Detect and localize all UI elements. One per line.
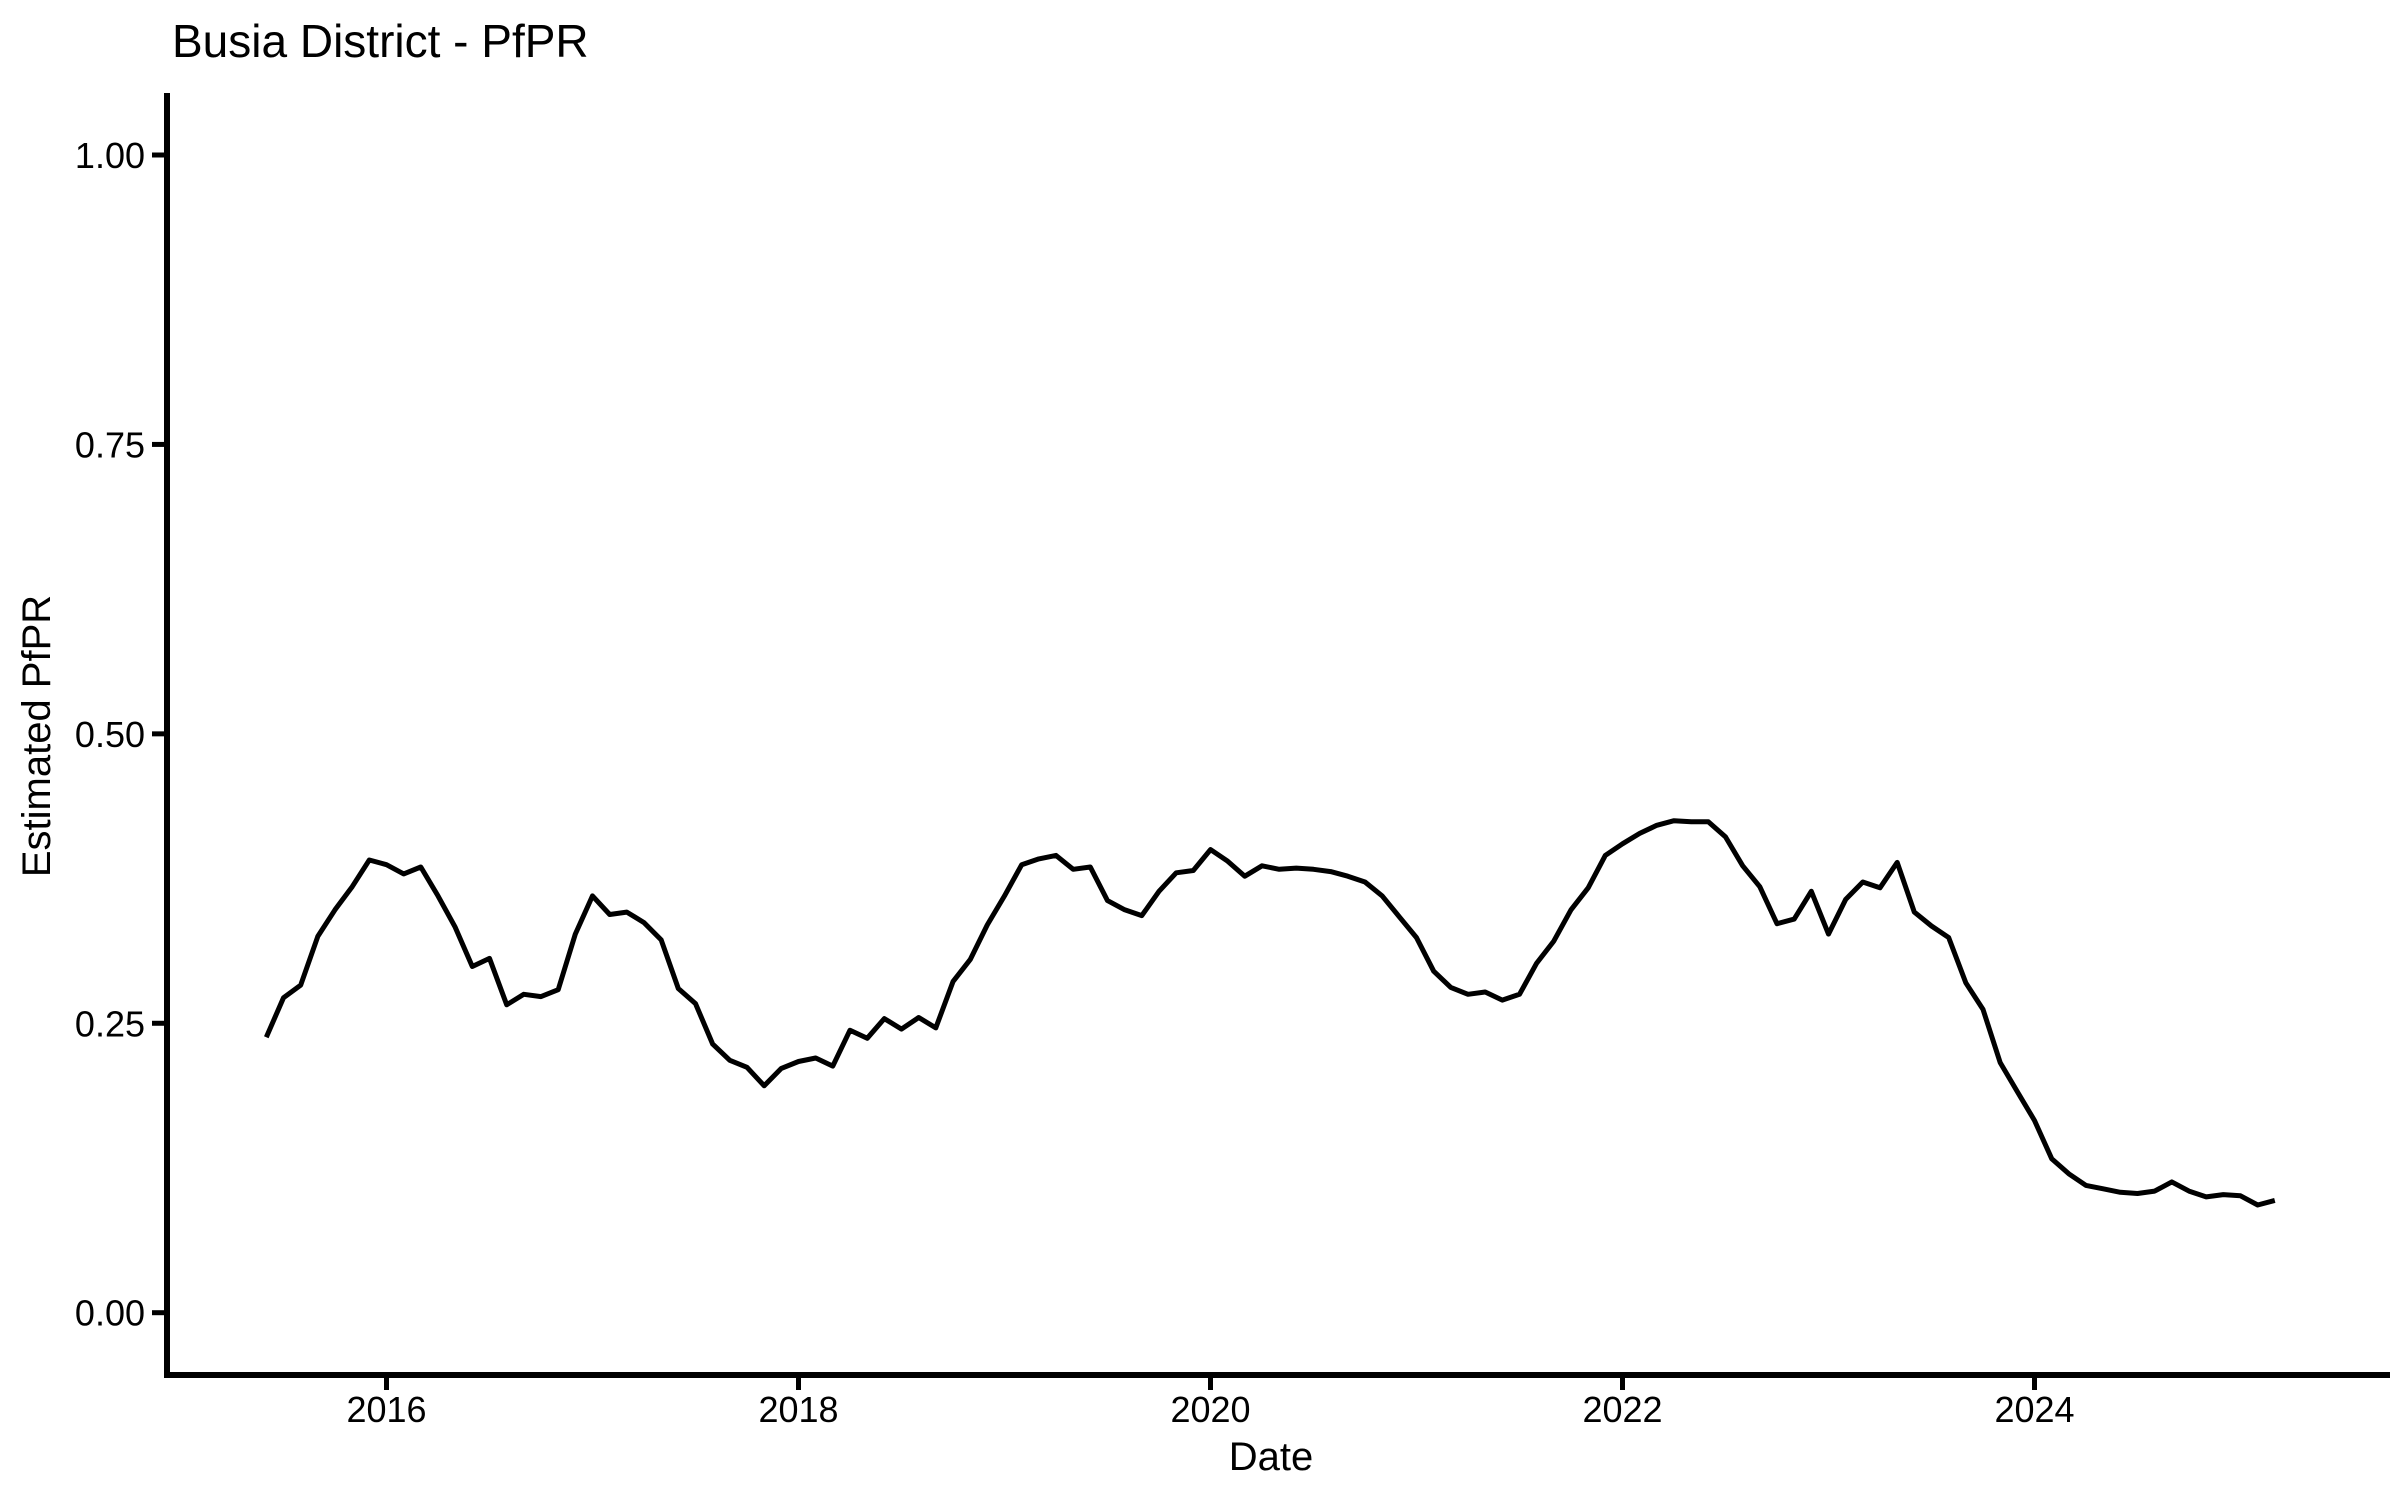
y-tick-label: 0.50: [75, 714, 145, 755]
x-tick-label: 2016: [346, 1389, 426, 1430]
x-tick-label: 2022: [1582, 1389, 1662, 1430]
y-tick-label: 0.00: [75, 1293, 145, 1334]
x-tick-label: 2024: [1994, 1389, 2074, 1430]
y-axis-ticks: 0.00 0.25 0.50 0.75 1.00: [75, 135, 167, 1334]
pfpr-trend-line: [264, 818, 2276, 1208]
x-axis-ticks: 2016 2018 2020 2022 2024: [346, 1375, 2075, 1430]
x-tick-label: 2020: [1170, 1389, 1250, 1430]
y-axis-title: Estimated PfPR: [15, 595, 59, 877]
y-tick-label: 0.25: [75, 1003, 145, 1044]
x-tick-label: 2018: [758, 1389, 838, 1430]
y-tick-label: 0.75: [75, 424, 145, 465]
x-axis-title: Date: [1229, 1435, 1314, 1479]
y-tick-label: 1.00: [75, 135, 145, 176]
chart-title: Busia District - PfPR: [172, 15, 589, 67]
